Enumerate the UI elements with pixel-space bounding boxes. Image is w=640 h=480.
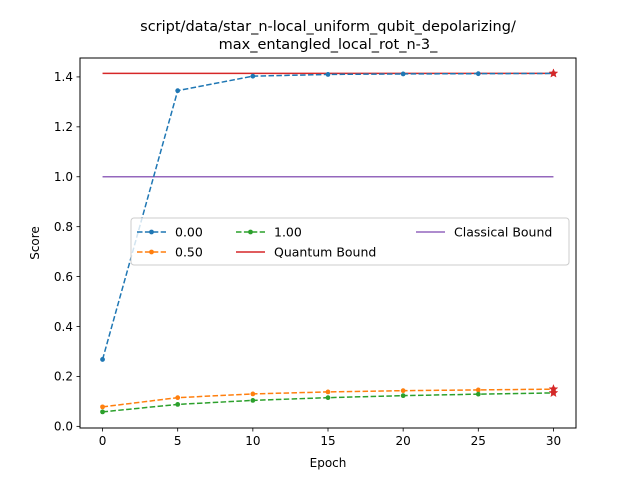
chart-title-line-2: max_entangled_local_rot_n-3_ [219, 37, 438, 53]
series-1-point-1 [175, 395, 181, 401]
x-tick-label-3: 15 [320, 434, 335, 448]
x-tick-label-0: 0 [99, 434, 107, 448]
x-tick-label-4: 20 [396, 434, 411, 448]
series-0-point-1 [175, 88, 181, 94]
series-1-point-0 [100, 404, 105, 410]
legend-marker-2 [248, 229, 253, 235]
legend-marker-0 [149, 229, 154, 235]
y-tick-label-3: 0.6 [54, 270, 73, 284]
series-0-point-4 [400, 71, 406, 77]
axis-ticks: 0 5 10 15 20 25 30 0.0 0.2 0.4 0.6 0.8 1.0 1.2 1.4 [54, 70, 561, 448]
legend-label-3: Quantum Bound [274, 245, 376, 260]
series-2-best-marker [548, 387, 559, 398]
legend-marker-1 [149, 249, 154, 255]
series-2-point-5 [475, 391, 481, 397]
series-0-point-5 [475, 71, 481, 77]
series-1-point-5 [475, 387, 481, 393]
x-tick-label-5: 25 [471, 434, 486, 448]
series-2-point-3 [325, 395, 331, 401]
series-2-point-4 [400, 393, 406, 399]
y-tick-label-4: 0.8 [54, 220, 73, 234]
y-tick-label-2: 0.4 [54, 320, 73, 334]
y-tick-label-5: 1.0 [54, 170, 73, 184]
axes-frame [79, 57, 577, 429]
series-1-point-3 [325, 389, 331, 395]
series-0-point-3 [325, 72, 331, 77]
series-1-point-2 [250, 391, 256, 397]
series-0-point-0 [100, 357, 105, 362]
legend-label-0: 0.00 [175, 225, 203, 240]
series-2-point-1 [175, 401, 181, 407]
y-axis-label: Score [28, 226, 42, 260]
legend-label-4: Classical Bound [454, 225, 552, 240]
series-0-best-marker [548, 68, 559, 78]
x-tick-label-6: 30 [546, 434, 561, 448]
chart-title-line-1: script/data/star_n-local_uniform_qubit_d… [140, 19, 516, 35]
legend-label-2: 1.00 [274, 225, 302, 240]
legend-label-1: 0.50 [175, 245, 203, 260]
plot-area [100, 68, 559, 415]
series-2-point-0 [100, 409, 105, 415]
series-2-point-2 [250, 397, 256, 403]
y-tick-label-1: 0.2 [54, 370, 73, 384]
legend-box [130, 217, 570, 266]
x-tick-label-1: 5 [174, 434, 182, 448]
series-1-point-4 [400, 388, 406, 394]
legend: 0.00 0.50 1.00 Quantum Bound Classical Bound [130, 217, 570, 266]
y-tick-label-0: 0.0 [54, 420, 73, 434]
x-axis-label: Epoch [310, 456, 347, 470]
x-tick-label-2: 10 [245, 434, 260, 448]
y-tick-label-7: 1.4 [54, 70, 73, 84]
y-tick-label-6: 1.2 [54, 120, 73, 134]
series-0-point-2 [250, 73, 256, 79]
